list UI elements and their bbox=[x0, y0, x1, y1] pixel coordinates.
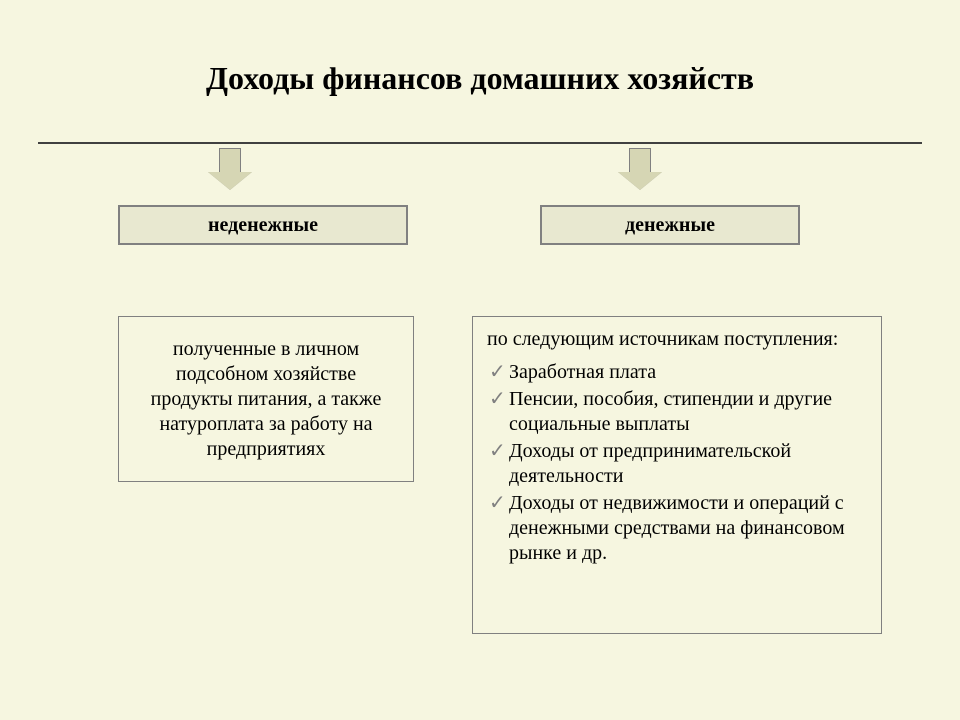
intro-text: по следующим источникам поступления: bbox=[487, 327, 867, 352]
description-non-monetary: полученные в личном подсобном хозяйстве … bbox=[118, 316, 414, 482]
description-monetary: по следующим источникам поступления: Зар… bbox=[472, 316, 882, 634]
arrow-head-icon bbox=[208, 172, 252, 190]
slide: Доходы финансов домашних хозяйств недене… bbox=[0, 0, 960, 720]
arrow-down-icon bbox=[608, 148, 672, 190]
list-item: Доходы от предпринимательской деятельнос… bbox=[509, 439, 867, 489]
horizontal-rule bbox=[38, 142, 922, 144]
page-title: Доходы финансов домашних хозяйств bbox=[0, 60, 960, 97]
arrow-shaft bbox=[629, 148, 651, 172]
category-monetary: денежные bbox=[540, 205, 800, 245]
list-item: Доходы от недвижимости и операций с дене… bbox=[509, 491, 867, 566]
list-item: Пенсии, пособия, стипендии и другие соци… bbox=[509, 387, 867, 437]
category-non-monetary: неденежные bbox=[118, 205, 408, 245]
arrow-shaft bbox=[219, 148, 241, 172]
arrow-down-icon bbox=[198, 148, 262, 190]
arrow-head-icon bbox=[618, 172, 662, 190]
description-text: полученные в личном подсобном хозяйстве … bbox=[133, 337, 399, 462]
sources-list: Заработная плата Пенсии, пособия, стипен… bbox=[487, 360, 867, 566]
list-item: Заработная плата bbox=[509, 360, 867, 385]
